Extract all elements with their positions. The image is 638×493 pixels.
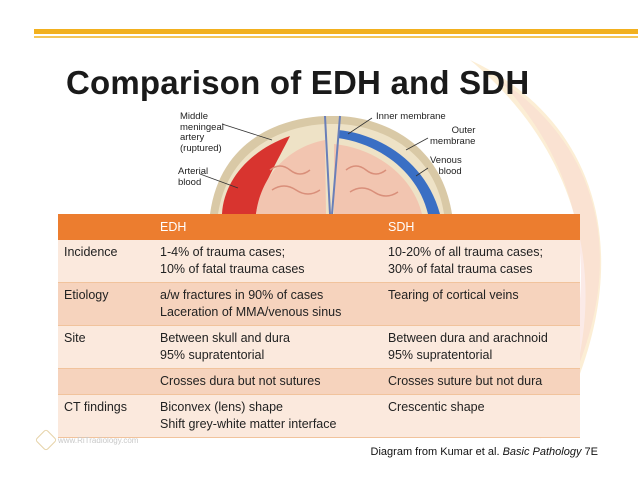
- table-row: Etiology a/w fractures in 90% of cases Lac…: [58, 282, 580, 326]
- edh-cell: 1-4% of trauma cases; 10% of fatal trauma…: [154, 240, 382, 283]
- row-label: Incidence: [58, 240, 154, 283]
- header-blank: [58, 214, 154, 240]
- edh-cell: Crosses dura but not sutures: [154, 368, 382, 395]
- label-inner-membrane: Inner membrane: [376, 111, 446, 122]
- diagram-caption: Diagram from Kumar et al. Basic Patholog…: [371, 446, 598, 458]
- header-edh: EDH: [154, 214, 382, 240]
- sdh-cell: 10-20% of all trauma cases; 30% of fatal …: [382, 240, 580, 283]
- watermark-text: www.RiTradiology.com: [58, 435, 139, 445]
- row-label: CT findings: [58, 394, 154, 438]
- sdh-cell: Crescentic shape: [382, 394, 580, 438]
- label-venous-blood: Venous blood: [430, 155, 462, 177]
- page-title: Comparison of EDH and SDH: [66, 64, 530, 101]
- table-row: Incidence 1-4% of trauma cases; 10% of fat…: [58, 240, 580, 283]
- edh-cell: a/w fractures in 90% of cases Laceration …: [154, 282, 382, 326]
- edh-cell: Biconvex (lens) shape Shift grey-white ma…: [154, 394, 382, 438]
- label-outer-membrane: Outer membrane: [430, 125, 476, 147]
- watermark: www.RiTradiology.com: [34, 428, 139, 452]
- watermark-logo-icon: [34, 428, 58, 452]
- sdh-cell: Crosses suture but not dura: [382, 368, 580, 395]
- row-label: [58, 368, 154, 395]
- edh-cell: Between skull and dura 95% supratentorial: [154, 325, 382, 369]
- table-row: Site Between skull and dura 95% supratento…: [58, 325, 580, 369]
- caption-prefix: Diagram from Kumar et al.: [370, 446, 503, 458]
- table-row: Crosses dura but not sutures Crosses sutu…: [58, 368, 580, 395]
- row-label: Etiology: [58, 282, 154, 326]
- caption-book-title: Basic Pathology: [502, 446, 582, 458]
- table-row: CT findings Biconvex (lens) shape Shift gr…: [58, 394, 580, 438]
- table-header-row: EDH SDH: [58, 214, 580, 240]
- top-accent-line-thin: [34, 36, 638, 38]
- header-sdh: SDH: [382, 214, 580, 240]
- caption-suffix: 7E: [581, 446, 598, 458]
- row-label: Site: [58, 325, 154, 369]
- edh-sdh-diagram: Middle meningeal artery (ruptured) Arterial…: [160, 110, 580, 215]
- label-middle-meningeal-artery: Middle meningeal artery (ruptured): [180, 111, 224, 154]
- sdh-cell: Between dura and arachnoid 95% supratento…: [382, 325, 580, 369]
- label-arterial-blood: Arterial blood: [178, 166, 209, 188]
- top-band: [0, 0, 638, 46]
- sdh-cell: Tearing of cortical veins: [382, 282, 580, 326]
- comparison-table: EDH SDH Incidence 1-4% of trauma cases; 10…: [58, 214, 580, 438]
- top-accent-line: [34, 29, 638, 34]
- brain-cross-section: [199, 115, 452, 215]
